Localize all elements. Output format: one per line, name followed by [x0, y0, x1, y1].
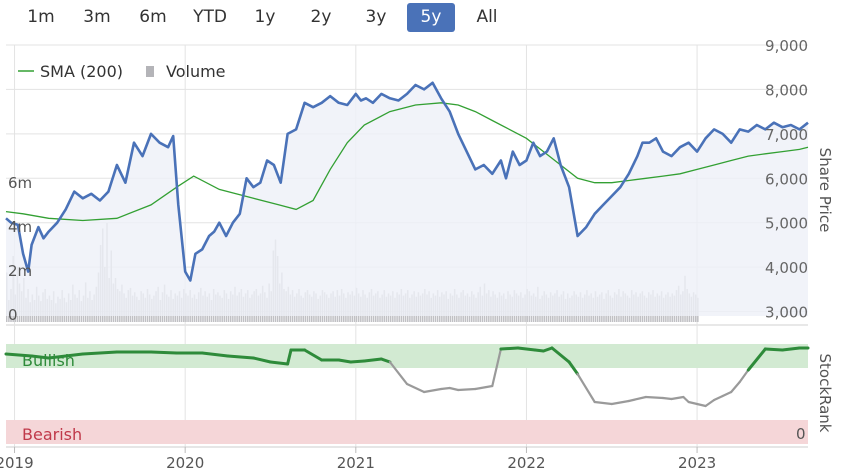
stockrank-segment [4, 352, 34, 358]
range-button-1y[interactable]: 1y [254, 7, 276, 27]
range-button-3m[interactable]: 3m [83, 7, 111, 27]
stockrank-segment [303, 348, 324, 362]
stockrank-segment [516, 346, 537, 352]
stockrank-segment [251, 356, 272, 364]
x-tick-label: 2020 [166, 454, 204, 472]
stockrank-zero-tick: 0 [796, 425, 806, 443]
stockrank-segment [440, 386, 451, 391]
x-tick-label: 2022 [507, 454, 545, 472]
stockrank-segment [695, 402, 707, 408]
stockrank-segment [379, 357, 392, 364]
range-button-ytd[interactable]: YTD [193, 7, 227, 27]
legend-sma-label: SMA (200) [40, 62, 123, 81]
x-tick-label: 2019 [0, 454, 34, 472]
stockrank-segment [721, 390, 733, 398]
range-button-all[interactable]: All [476, 7, 498, 27]
stockrank-segment [730, 380, 741, 394]
legend-volume-marker [146, 66, 154, 77]
stockrank-segment [226, 354, 255, 360]
price-axis-label: Share Price [816, 148, 834, 233]
stockrank-segment [349, 359, 366, 364]
stockrank-segment [448, 386, 460, 392]
price-axis-ticks: 3,000 4,000 5,000 6,000 7,000 8,000 9,000 [765, 37, 808, 322]
stockrank-segment [712, 394, 724, 402]
stockrank-segment [499, 346, 520, 351]
stockrank-segment [474, 384, 494, 391]
stockrank-segment [670, 395, 685, 401]
x-axis-ticks: 2019 2020 2021 2022 2023 [0, 447, 716, 472]
price-tick-label: 4,000 [765, 259, 808, 277]
range-button-1m[interactable]: 1m [27, 7, 55, 27]
stockrank-segment [610, 399, 630, 406]
stockrank-segment [81, 350, 119, 356]
bearish-band [6, 420, 808, 444]
stockrank-segment [269, 360, 290, 366]
stockrank-segment [704, 398, 716, 408]
stockrank-segment [337, 358, 353, 364]
bearish-label: Bearish [22, 425, 82, 444]
range-button-2y[interactable]: 2y [310, 7, 332, 27]
stockrank-segment [47, 352, 85, 360]
stockrank-segment [593, 400, 613, 406]
stockrank-segment [738, 368, 750, 384]
price-area-fill [6, 82, 808, 316]
price-tick-label: 6,000 [765, 170, 808, 188]
stockrank-segment [567, 360, 580, 376]
share-price-chart: 3,000 4,000 5,000 6,000 7,000 8,000 9,000 0 2m 4… [0, 37, 834, 472]
x-tick-label: 2021 [337, 454, 375, 472]
stockrank-segment [661, 396, 673, 401]
bullish-band [6, 344, 808, 368]
stockrank-segment [362, 357, 383, 363]
volume-tick-label: 6m [8, 174, 32, 192]
stockrank-segment [746, 347, 767, 372]
stockrank-segment [457, 387, 477, 392]
volume-axis-ticks: 0 2m 4m 6m [8, 174, 32, 324]
stockrank-segment [542, 346, 554, 353]
bullish-label: Bullish [22, 351, 75, 370]
x-tick-label: 2023 [678, 454, 716, 472]
stockrank-segment [780, 346, 801, 352]
price-tick-label: 3,000 [765, 304, 808, 322]
stockrank-segment [388, 360, 409, 386]
range-selector: 1m 3m 6m YTD 1y 2y 3y 5y All [0, 0, 520, 34]
share-price-line [5, 81, 809, 282]
price-tick-label: 8,000 [765, 81, 808, 99]
stockrank-segment [405, 382, 426, 394]
volume-tick-label: 2m [8, 262, 32, 280]
stockrank-segment [423, 387, 443, 394]
price-tick-label: 7,000 [765, 126, 808, 144]
sma-200-line [5, 102, 809, 222]
range-button-6m[interactable]: 6m [139, 7, 167, 27]
stockrank-segment [149, 350, 179, 355]
stockrank-line [4, 346, 810, 408]
legend-volume-label: Volume [166, 62, 226, 81]
stockrank-segment [687, 400, 699, 406]
stockrank-segment [627, 395, 648, 403]
volume-tick-label: 4m [8, 218, 32, 236]
stockrank-segment [491, 347, 502, 388]
stockrank-segment [550, 346, 571, 364]
chart-legend: SMA (200) Volume [18, 62, 226, 81]
price-tick-label: 5,000 [765, 215, 808, 233]
volume-tick-label: 0 [8, 306, 18, 324]
stockrank-segment [682, 395, 690, 404]
stockrank-segment [200, 351, 230, 358]
range-button-5y[interactable]: 5y [407, 3, 455, 32]
range-button-3y[interactable]: 3y [365, 7, 387, 27]
stockrank-segment [576, 372, 596, 404]
stockrank-segment [30, 354, 51, 360]
stockrank-segment [286, 348, 293, 366]
price-tick-label: 9,000 [765, 37, 808, 55]
stockrank-segment [763, 347, 784, 352]
stockrank-segment [644, 395, 665, 400]
stockrank-axis-label: StockRank [816, 354, 834, 433]
